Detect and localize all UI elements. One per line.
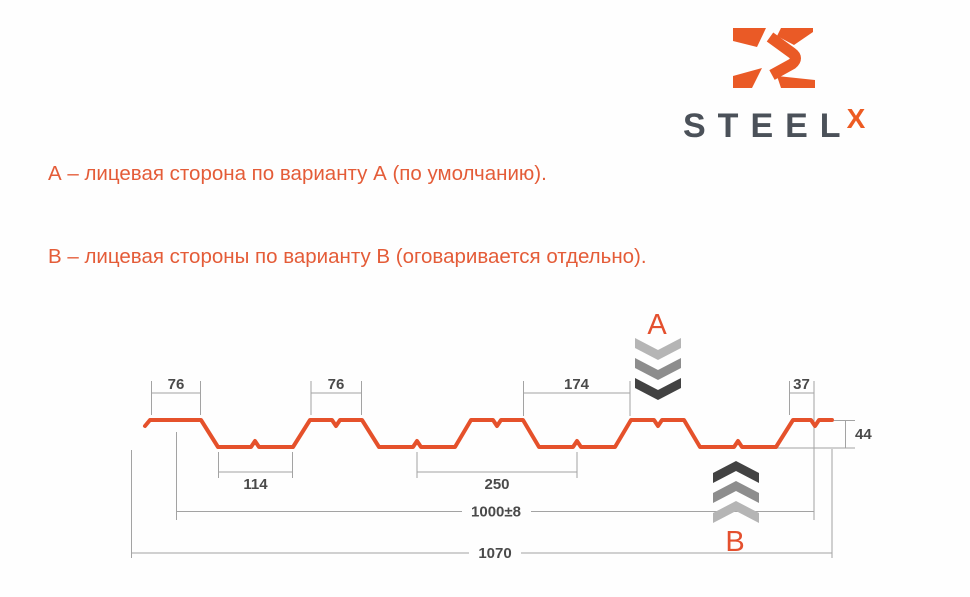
dim-250-lines	[416, 452, 578, 478]
logo-arm-top-right	[777, 28, 813, 45]
marker-a-group: A	[635, 309, 681, 400]
steelx-x-ribbon-icon	[733, 28, 815, 88]
chevron-up-icon	[713, 461, 759, 483]
chevron-down-icon	[635, 338, 681, 360]
dim-pitch: 250	[484, 476, 509, 493]
marker-b-group: B	[713, 461, 759, 558]
dim-37-lines	[789, 381, 815, 520]
dim-height: 44	[855, 426, 872, 443]
dimension-labels: 76 76 174 37 44 114 250 1000±8 1070	[168, 376, 873, 562]
dim-1070-lines	[131, 449, 833, 558]
dim-edge-crest: 37	[793, 376, 810, 393]
dim-44-lines	[776, 420, 855, 449]
dimension-lines	[131, 381, 855, 558]
note-variant-a: А – лицевая сторона по варианту А (по ум…	[48, 162, 547, 185]
marker-b-label: B	[725, 526, 744, 558]
chevron-up-icon	[713, 481, 759, 503]
dim-174-lines	[523, 381, 631, 416]
logo-arm-bottom-left	[733, 68, 762, 88]
dim-76-2-lines	[310, 381, 362, 415]
dim-1000-lines	[176, 432, 814, 520]
logo-arm-top-left	[733, 28, 766, 47]
dim-overall-width: 1070	[478, 545, 511, 562]
dim-114-lines	[218, 452, 293, 478]
dim-crest-2: 76	[328, 376, 345, 393]
marker-a-label: A	[647, 309, 667, 341]
dim-crest-1: 76	[168, 376, 185, 393]
chevron-down-icon	[635, 378, 681, 400]
dim-valley: 114	[243, 476, 268, 493]
chevron-down-icon	[635, 358, 681, 380]
logo-center-ribbon	[766, 32, 801, 80]
note-variant-b: В – лицевая стороны по варианту В (огова…	[48, 245, 647, 268]
dim-crest-gap: 174	[564, 376, 590, 393]
logo-arm-bottom-right	[777, 76, 815, 88]
logo-wordmark-steel: STEEL	[683, 107, 853, 145]
dim-cover-width: 1000±8	[471, 504, 521, 521]
logo-wordmark: STEELX	[683, 103, 865, 146]
chevron-up-icon	[713, 501, 759, 523]
sheet-profile-outline	[143, 418, 834, 449]
dim-76-1-lines	[151, 381, 201, 415]
logo-wordmark-x: X	[846, 103, 866, 134]
steelx-logo: STEELX	[650, 0, 970, 150]
